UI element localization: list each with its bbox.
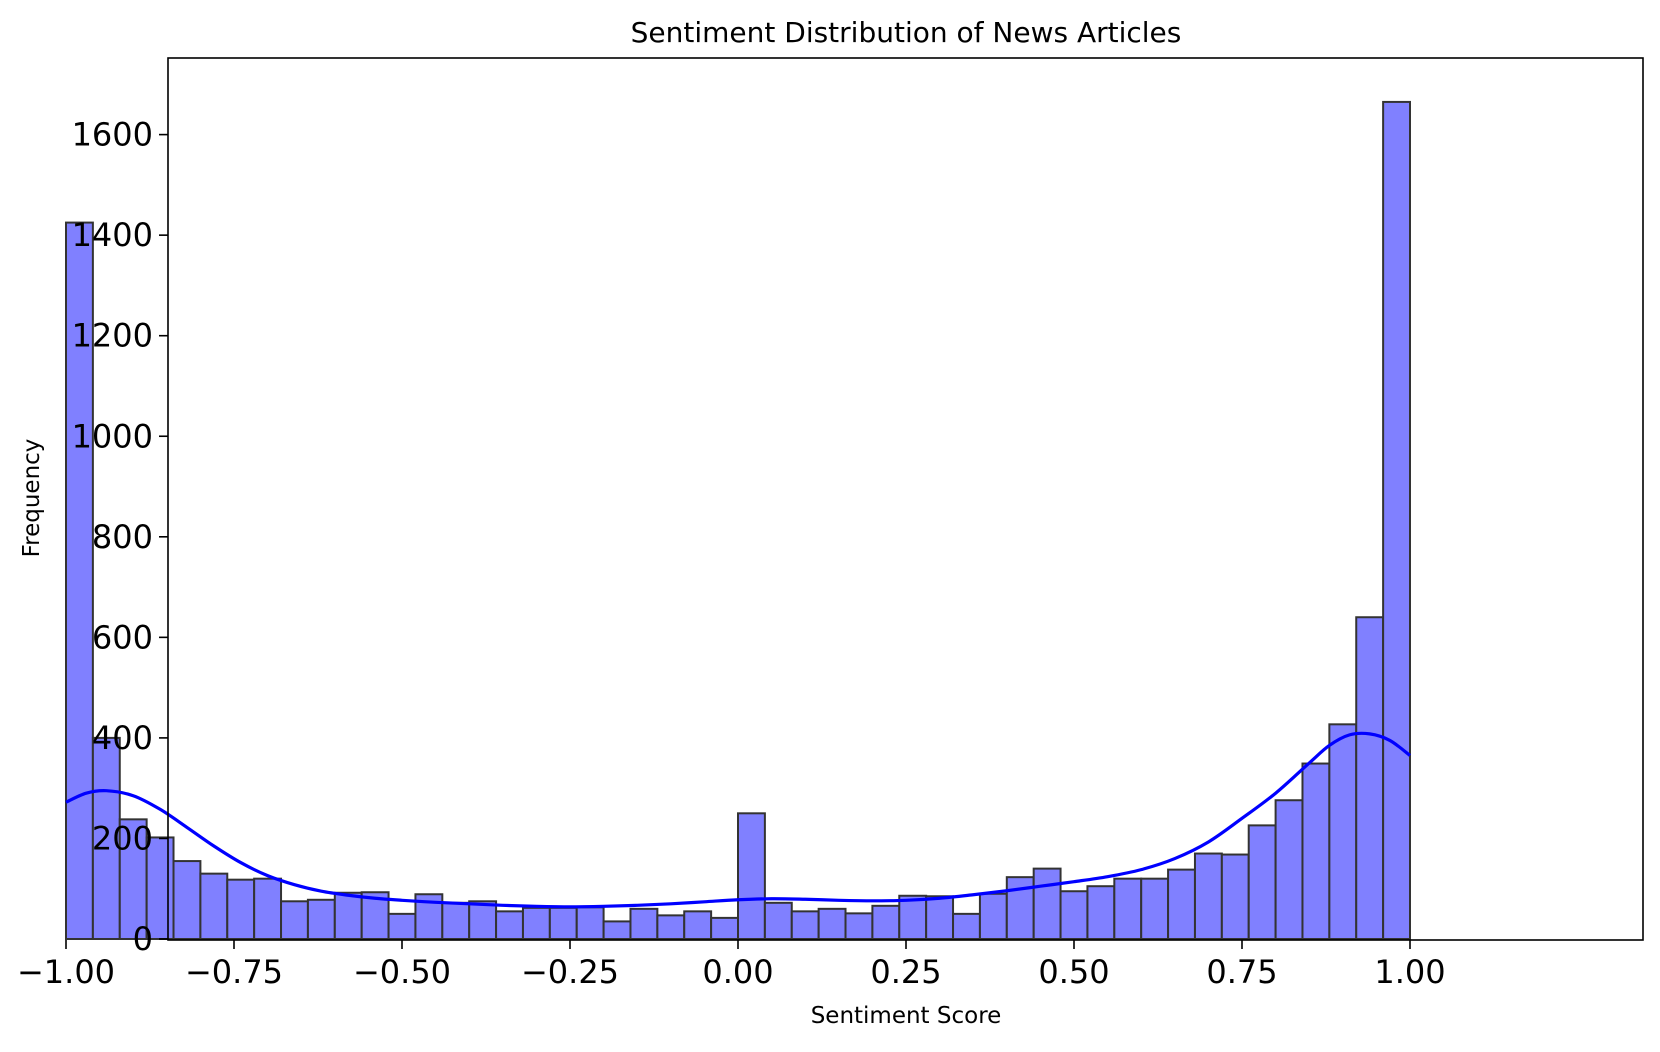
histogram-bar: [871, 904, 901, 940]
x-tick-label: −0.25: [521, 953, 619, 991]
histogram-bar: [790, 910, 820, 941]
histogram-bar: [898, 894, 928, 940]
histogram-bar: [1059, 890, 1089, 941]
histogram-bar: [763, 901, 793, 940]
chart-title: Sentiment Distribution of News Articles: [631, 16, 1182, 49]
histogram-bar: [118, 818, 148, 941]
y-tick-label: 200: [92, 819, 153, 857]
histogram-bar: [1113, 877, 1143, 940]
histogram-bar: [629, 907, 659, 941]
x-tick-label: 0.75: [1206, 953, 1277, 991]
histogram-bar: [1355, 616, 1385, 940]
x-axis-label: Sentiment Score: [811, 1003, 1002, 1029]
histogram-bar: [495, 910, 524, 941]
y-tick-label: 600: [92, 618, 153, 656]
histogram-bar: [925, 895, 955, 940]
y-tick-label: 1400: [72, 216, 153, 254]
histogram-bar: [441, 901, 471, 940]
kde-curve: [65, 731, 1411, 909]
histogram-bar: [1086, 885, 1116, 940]
y-axis-label: Frequency: [19, 439, 45, 558]
x-tick-label: 1.00: [1374, 953, 1445, 991]
x-tick-label: −1.00: [17, 953, 115, 991]
histogram-bar: [226, 878, 256, 940]
histogram-bar: [1167, 868, 1196, 940]
histogram-bar: [1247, 824, 1277, 940]
histogram-bar: [280, 900, 309, 941]
histogram-bar: [1220, 853, 1250, 941]
y-tick-label: 1000: [72, 417, 153, 455]
histogram-bar: [817, 907, 847, 941]
histogram-bar: [1140, 877, 1170, 940]
kde-curve-group: [65, 731, 1411, 909]
histogram-bar: [199, 872, 229, 941]
histogram-bar: [737, 812, 766, 940]
x-tick-label: 0.25: [870, 953, 941, 991]
histogram-bar: [952, 912, 981, 940]
histogram-bar: [575, 906, 605, 940]
plot-frame: [167, 57, 1644, 941]
histogram-bar: [521, 906, 551, 941]
histogram-bar: [1301, 762, 1331, 940]
histogram-bar: [253, 877, 283, 940]
y-tick-label: 400: [92, 719, 153, 757]
histogram-bar: [1274, 799, 1304, 941]
y-tick-label: 1200: [72, 317, 153, 355]
x-axis-ticks: −1.00 −0.75 −0.50 −0.25 0.00 0.25 0.50 0.75 1.00: [17, 940, 1446, 991]
y-tick-label: 1600: [72, 116, 153, 154]
histogram-bar: [656, 914, 686, 940]
histogram-bar: [333, 891, 363, 941]
x-tick-label: 0.50: [1038, 953, 1109, 991]
histogram-bar: [172, 860, 202, 940]
histogram-bar: [387, 912, 417, 940]
y-tick-label: 0: [133, 920, 153, 958]
histogram-bar: [1032, 867, 1062, 940]
histogram-bars: [65, 100, 1411, 941]
histogram-bar: [710, 916, 739, 941]
histogram-bar: [602, 920, 632, 940]
histogram-bar: [1328, 723, 1358, 940]
histogram-bar: [978, 892, 1008, 941]
x-tick-label: 0.00: [702, 953, 773, 991]
histogram-bar: [306, 898, 336, 941]
histogram-bar: [1382, 100, 1411, 940]
histogram-bar: [91, 736, 121, 941]
histogram-bar: [65, 221, 94, 941]
y-axis-ticks: 0 200 400 600 800 1000 1200 1400 1600: [72, 116, 168, 958]
histogram-bar: [683, 910, 713, 941]
x-tick-label: −0.50: [353, 953, 451, 991]
histogram-bar: [1193, 852, 1223, 940]
y-tick-label: 800: [92, 518, 153, 556]
histogram-bar: [844, 912, 874, 940]
histogram-bar: [468, 900, 498, 941]
x-tick-label: −0.75: [185, 953, 283, 991]
histogram-bar: [548, 906, 578, 941]
